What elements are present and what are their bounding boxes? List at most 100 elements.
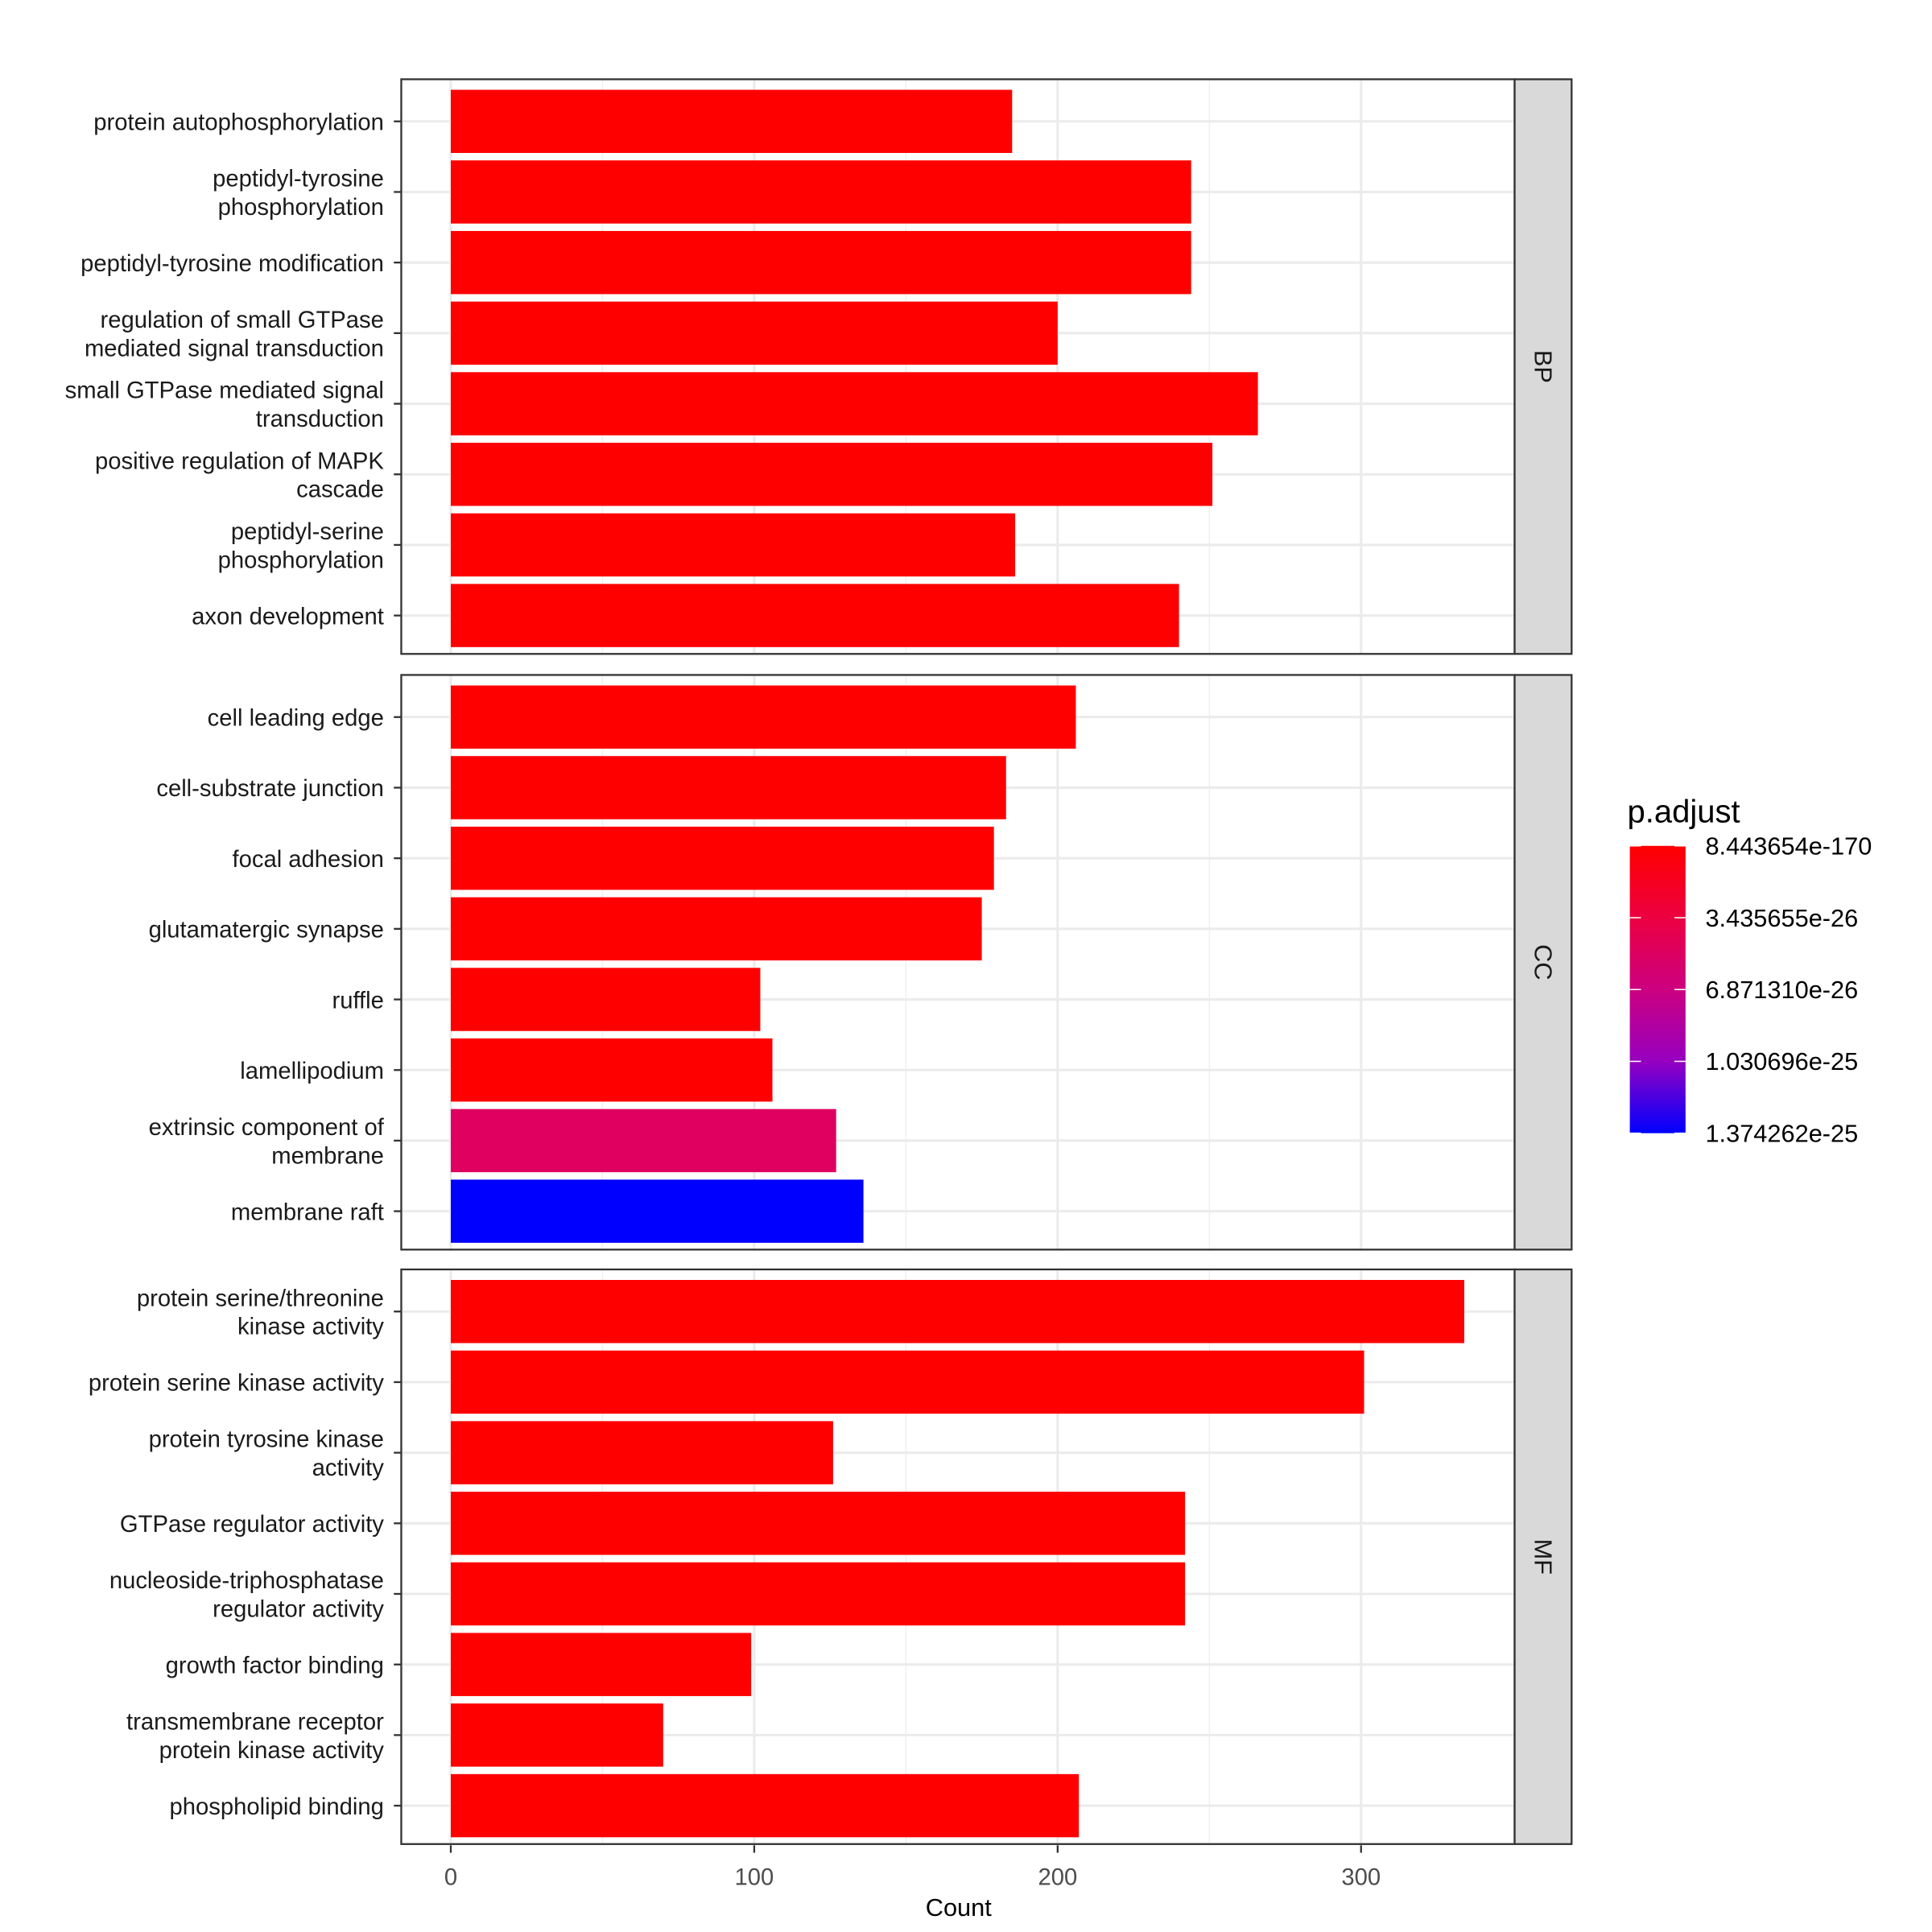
y-tick-label: protein serine/threonine kinase activity <box>137 1286 384 1340</box>
y-tick-label: focal adhesion <box>232 847 383 873</box>
y-tick-label-line: cell leading edge <box>208 706 384 732</box>
bar <box>451 301 1058 365</box>
bar <box>451 685 1076 749</box>
y-tick-label: peptidyl-tyrosine modification <box>80 251 384 277</box>
y-tick-label: protein tyrosine kinase activity <box>149 1427 385 1481</box>
y-tick-label-line: nucleoside-triphosphatase <box>109 1568 384 1594</box>
y-tick-label-line: peptidyl-serine <box>231 519 384 545</box>
y-tick-label-line: peptidyl-tyrosine <box>213 167 384 192</box>
y-tick-label: axon development <box>192 604 384 630</box>
y-tick-label: peptidyl-serine phosphorylation <box>218 519 384 573</box>
y-tick-label-line: transmembrane receptor <box>126 1709 384 1735</box>
bar <box>451 1492 1186 1555</box>
y-tick-label-line: focal adhesion <box>232 847 383 873</box>
bar <box>451 372 1258 436</box>
y-tick-label-line: protein tyrosine kinase <box>149 1427 384 1453</box>
bar <box>451 1108 836 1173</box>
y-tick-label-line: axon development <box>192 604 384 630</box>
color-legend: p.adjust 8.443654e-170 3.435655e-26 6.8713… <box>1628 795 1872 1148</box>
y-tick-label-line: extrinsic component of <box>149 1115 385 1141</box>
y-tick-label-line: lamellipodium <box>240 1059 384 1084</box>
y-tick-label-line: regulation of small GTPase <box>101 308 384 333</box>
y-tick-label-line: growth factor binding <box>166 1653 384 1678</box>
y-tick-label-line: membrane raft <box>231 1199 384 1225</box>
bar <box>451 1703 663 1767</box>
y-tick-label-line: positive regulation of MAPK <box>95 448 384 474</box>
bar <box>451 1038 773 1102</box>
facet-strip <box>1513 78 1573 655</box>
y-tick-label: ruffle <box>332 988 383 1013</box>
bar <box>451 443 1213 506</box>
bar <box>451 89 1013 153</box>
x-tick-label: 200 <box>1038 1865 1077 1891</box>
y-tick-label: cell-substrate junction <box>156 776 384 802</box>
facet-strip-label: CC <box>1529 944 1557 980</box>
facet-strip-label: MF <box>1529 1539 1557 1575</box>
y-tick-label-line: ruffle <box>332 988 383 1013</box>
x-axis-title: Count <box>926 1893 993 1922</box>
y-tick-label-line: peptidyl-tyrosine modification <box>80 251 384 277</box>
y-tick-label: regulation of small GTPase mediated signa… <box>85 308 384 361</box>
y-tick-label: protein autophosphorylation <box>93 110 384 136</box>
legend-label: 1.374262e-25 <box>1705 1119 1858 1147</box>
bar <box>451 160 1191 224</box>
facet-panels: protein autophosphorylation peptidyl-tyro… <box>65 78 1573 1845</box>
y-tick-label: transmembrane receptor protein kinase act… <box>126 1709 384 1763</box>
legend-label: 1.030696e-25 <box>1705 1047 1858 1075</box>
y-tick-label: GTPase regulator activity <box>120 1512 384 1538</box>
y-tick-label-line: cascade <box>296 477 384 503</box>
bar <box>451 826 994 890</box>
y-tick-label: extrinsic component of membrane <box>149 1115 385 1169</box>
bar <box>451 1773 1080 1838</box>
y-tick-label-line: phosphorylation <box>218 547 384 573</box>
y-tick-label-line: small GTPase mediated signal <box>65 378 384 404</box>
y-tick-label-line: glutamatergic synapse <box>149 918 384 943</box>
bar <box>451 584 1179 647</box>
facet-panel-mf: protein serine/threonine kinase activityp… <box>89 1268 1573 1845</box>
bar <box>451 1421 833 1484</box>
x-tick-label: 0 <box>444 1865 457 1891</box>
bar <box>451 1562 1186 1626</box>
y-tick-label-line: mediated signal transduction <box>85 336 384 361</box>
facet-strip <box>1513 1268 1573 1845</box>
y-tick-label: cell leading edge <box>208 706 384 732</box>
y-tick-label: glutamatergic synapse <box>149 918 384 943</box>
bar <box>451 1633 752 1696</box>
bar <box>451 230 1191 295</box>
facet-strip <box>1513 674 1573 1251</box>
bar <box>451 513 1016 577</box>
x-axis: 0 100 200 300 <box>444 1845 1381 1891</box>
y-tick-label: small GTPase mediated signal transduction <box>65 378 384 432</box>
y-tick-label-line: membrane <box>271 1143 384 1169</box>
bar <box>451 1350 1364 1414</box>
y-tick-label-line: GTPase regulator activity <box>120 1512 384 1538</box>
legend-label: 3.435655e-26 <box>1705 904 1858 932</box>
bar <box>451 897 982 961</box>
y-tick-label: membrane raft <box>231 1199 384 1225</box>
y-tick-label-line: phospholipid binding <box>169 1794 383 1820</box>
y-tick-label: phospholipid binding <box>169 1794 383 1820</box>
x-tick-label: 300 <box>1341 1865 1381 1891</box>
facet-panel-bp: protein autophosphorylation peptidyl-tyro… <box>65 78 1573 655</box>
legend-title: p.adjust <box>1628 795 1740 830</box>
facet-strip-label: BP <box>1529 350 1557 383</box>
bar <box>451 1179 864 1243</box>
y-tick-label: growth factor binding <box>166 1653 384 1678</box>
y-tick-label-line: regulator activity <box>213 1596 384 1622</box>
y-tick-label-line: transduction <box>256 407 384 432</box>
bar <box>451 968 761 1031</box>
y-tick-label-line: protein serine/threonine <box>137 1286 384 1311</box>
y-tick-label: peptidyl-tyrosine phosphorylation <box>213 167 384 221</box>
y-tick-label-line: cell-substrate junction <box>156 776 384 802</box>
y-tick-label-line: kinase activity <box>237 1315 384 1340</box>
y-tick-label-line: protein kinase activity <box>159 1738 385 1764</box>
legend-label: 6.871310e-26 <box>1705 976 1858 1004</box>
legend-label: 8.443654e-170 <box>1705 832 1872 861</box>
y-tick-label-line: protein autophosphorylation <box>93 110 384 136</box>
y-tick-label: nucleoside-triphosphatase regulator activ… <box>109 1568 384 1622</box>
facet-panel-cc: cell leading edge cell-substrate junction… <box>149 674 1573 1251</box>
y-tick-label: protein serine kinase activity <box>89 1371 384 1397</box>
bar <box>451 756 1006 819</box>
y-tick-label: positive regulation of MAPK cascade <box>95 448 384 502</box>
